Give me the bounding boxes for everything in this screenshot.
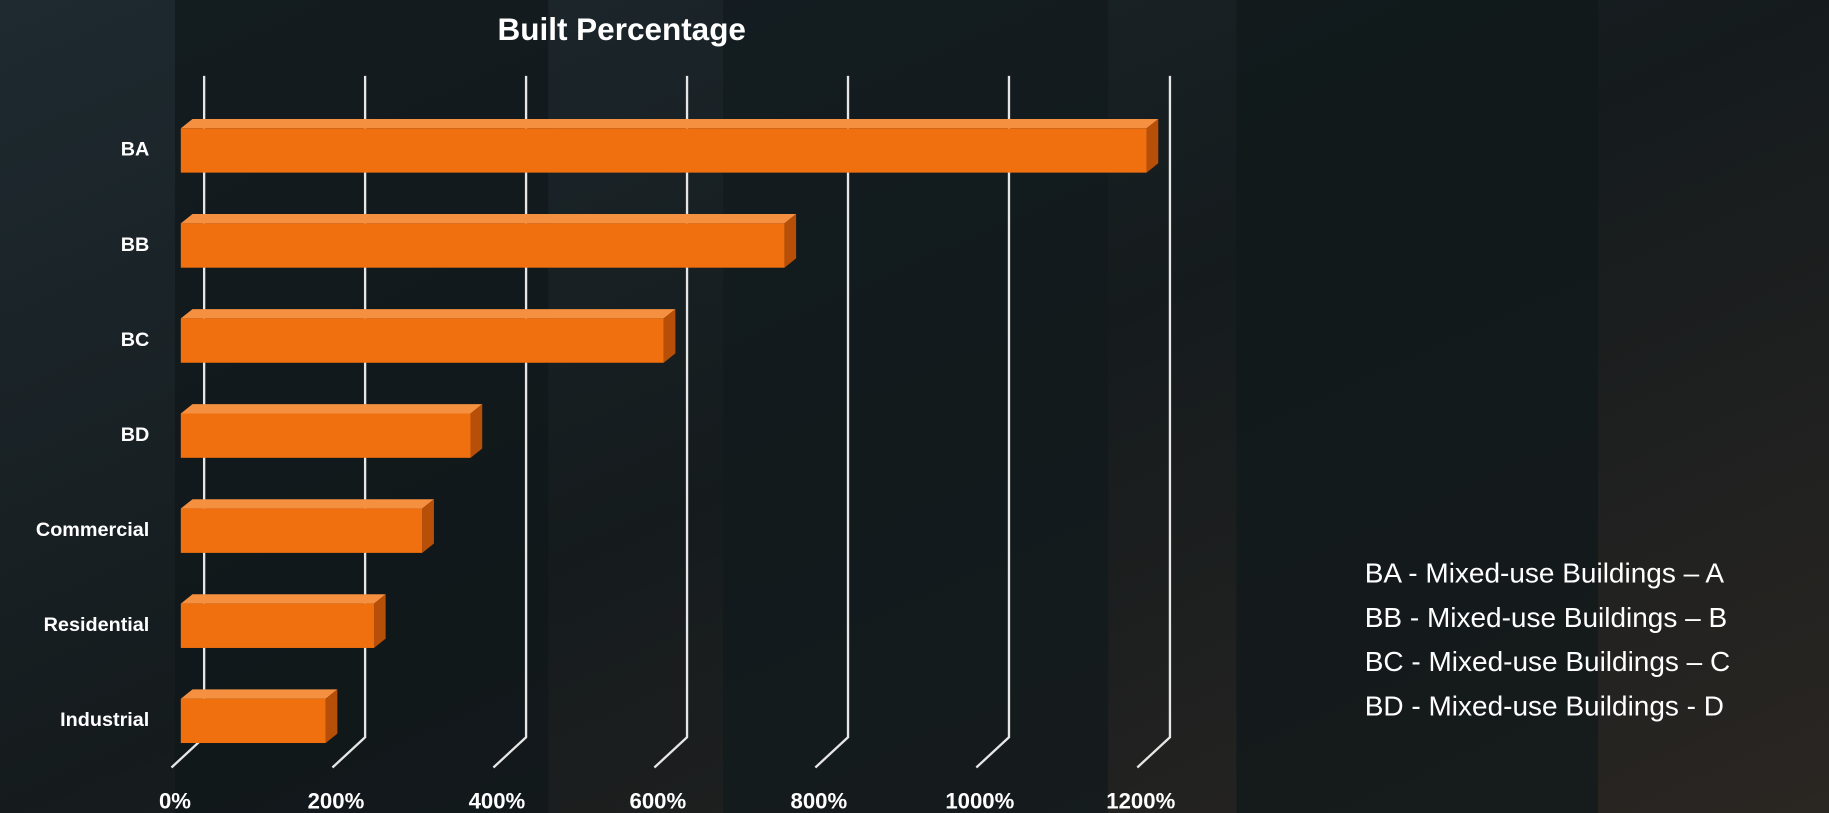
bar-side <box>373 594 386 648</box>
bar-front <box>180 318 664 363</box>
x-tick-label: 1200% <box>1106 788 1175 813</box>
bar-front <box>180 698 326 744</box>
x-tick-label: 1000% <box>945 788 1014 813</box>
bar-front <box>180 603 374 648</box>
bar-top <box>180 499 434 509</box>
legend-note: BD - Mixed-use Buildings - D <box>1365 690 1724 721</box>
bar-side <box>325 689 338 744</box>
bar-side <box>422 499 434 553</box>
grid-line <box>492 75 528 769</box>
bar <box>180 214 797 268</box>
legend-notes: BA - Mixed-use Buildings – A BB - Mixed-u… <box>1365 557 1731 721</box>
grid-line <box>653 75 689 769</box>
legend-note: BC - Mixed-use Buildings – C <box>1365 646 1731 677</box>
bar-top <box>180 214 797 224</box>
bar <box>180 689 338 744</box>
grid-line <box>814 75 850 769</box>
grid-line <box>1136 75 1172 769</box>
y-tick-label: BC <box>121 329 150 351</box>
bar-top <box>180 118 1159 129</box>
grid-line <box>331 75 367 769</box>
x-tick-label: 200% <box>308 788 365 813</box>
legend-note: BA - Mixed-use Buildings – A <box>1365 557 1725 588</box>
bar-side <box>663 309 676 363</box>
bar <box>180 594 386 648</box>
bar-side <box>470 404 483 458</box>
y-tick-label: Industrial <box>60 709 149 731</box>
bar <box>180 499 434 553</box>
y-tick-label: BD <box>121 424 150 446</box>
bar-top <box>180 594 386 604</box>
bar-front <box>180 508 423 553</box>
y-tick-label: Residential <box>44 614 150 636</box>
y-tick-label: BB <box>121 234 150 256</box>
legend-note: BB - Mixed-use Buildings – B <box>1365 602 1727 633</box>
y-tick-label: BA <box>121 139 150 161</box>
x-tick-label: 400% <box>469 788 526 813</box>
bar-top <box>180 309 676 319</box>
bar-front <box>180 413 471 458</box>
x-tick-label: 0% <box>159 788 191 813</box>
bar-top <box>180 404 483 414</box>
bar-side <box>784 214 797 268</box>
bar <box>180 404 483 458</box>
x-tick-label: 800% <box>791 788 848 813</box>
x-tick-label: 600% <box>630 788 687 813</box>
chart-title: Built Percentage <box>498 11 746 47</box>
bar <box>180 309 676 363</box>
building <box>1236 0 1599 813</box>
bar-top <box>180 689 338 699</box>
bar <box>180 118 1159 173</box>
bar-front <box>180 223 785 268</box>
bar-side <box>1146 118 1159 173</box>
grid-line <box>975 75 1011 769</box>
y-tick-label: Commercial <box>36 519 149 541</box>
bar-front <box>180 128 1147 173</box>
